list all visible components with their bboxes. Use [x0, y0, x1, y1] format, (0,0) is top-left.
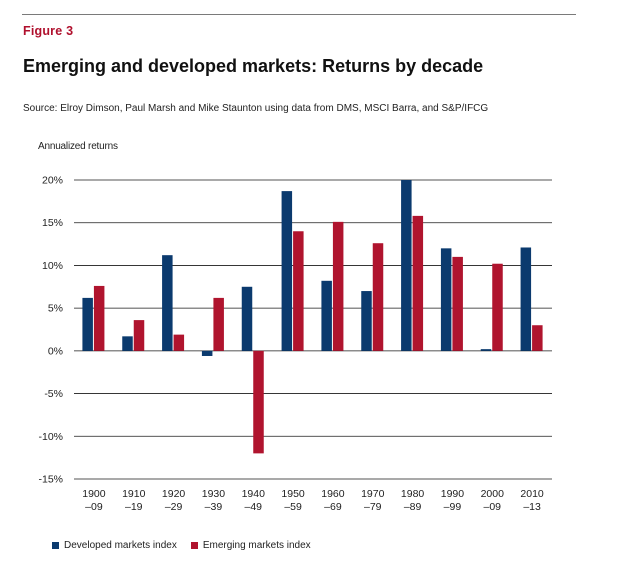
bar-developed: [361, 291, 372, 351]
x-tick-label: 1930: [202, 488, 226, 500]
x-tick-label: 2010: [520, 488, 544, 500]
bar-developed: [401, 180, 412, 351]
x-tick-label: 1990: [441, 488, 465, 500]
x-tick-label: 1970: [361, 488, 385, 500]
bar-emerging: [452, 256, 463, 351]
bar-developed: [480, 349, 492, 351]
x-tick-label: –69: [324, 501, 342, 513]
x-tick-label: 1900: [82, 488, 106, 500]
x-tick-label: 1980: [401, 488, 425, 500]
x-tick-label: –89: [404, 501, 422, 513]
legend-swatch-developed: [52, 542, 59, 549]
x-tick-label: –59: [284, 501, 302, 513]
legend-label-emerging: Emerging markets index: [202, 540, 311, 551]
bar-emerging: [93, 285, 105, 351]
bar-developed: [162, 255, 173, 351]
bar-developed: [440, 248, 452, 351]
legend: Developed markets index Emerging markets…: [52, 540, 311, 551]
bar-emerging: [332, 221, 344, 351]
source-note: Source: Elroy Dimson, Paul Marsh and Mik…: [23, 103, 489, 114]
y-tick-label: 10%: [42, 260, 63, 272]
x-tick-label: –39: [205, 501, 223, 513]
y-tick-label: 5%: [48, 303, 63, 315]
bar-developed: [321, 280, 332, 351]
top-rule: [22, 14, 576, 15]
bar-emerging: [253, 350, 264, 454]
y-tick-label: -10%: [38, 431, 63, 443]
bar-emerging: [372, 243, 384, 351]
y-tick-label: 0%: [48, 345, 63, 357]
x-tick-label: 1960: [321, 488, 345, 500]
bar-emerging: [492, 263, 503, 351]
chart-title: Emerging and developed markets: Returns …: [23, 56, 484, 76]
x-tick-label: –09: [483, 501, 501, 513]
figure-label: Figure 3: [23, 24, 74, 38]
x-tick-label: 1950: [281, 488, 305, 500]
bar-developed: [201, 350, 213, 356]
x-tick-label: –49: [244, 501, 262, 513]
bar-emerging: [213, 297, 224, 351]
legend-item-developed: Developed markets index: [52, 540, 177, 551]
x-tick-label: –19: [125, 501, 143, 513]
x-tick-label: –09: [85, 501, 103, 513]
y-tick-label: -15%: [38, 474, 63, 486]
bar-emerging: [293, 231, 304, 351]
x-tick-label: –79: [364, 501, 382, 513]
bar-emerging: [412, 215, 424, 351]
x-tick-label: –13: [523, 501, 541, 513]
x-tick-label: 1940: [242, 488, 266, 500]
x-tick-label: 2000: [481, 488, 505, 500]
x-tick-label: 1910: [122, 488, 146, 500]
bar-developed: [281, 191, 293, 351]
x-tick-label: –29: [165, 501, 183, 513]
y-tick-label: 20%: [42, 175, 63, 187]
x-tick-label: 1920: [162, 488, 186, 500]
bar-developed: [122, 336, 133, 351]
bar-emerging: [133, 320, 145, 351]
y-tick-label: -5%: [44, 388, 63, 400]
bar-emerging: [173, 334, 185, 351]
y-tick-label: 15%: [42, 217, 63, 229]
bar-developed: [241, 286, 253, 351]
legend-swatch-emerging: [190, 542, 198, 549]
bar-emerging: [532, 325, 543, 351]
x-tick-label: –99: [444, 501, 462, 513]
bar-developed: [82, 297, 93, 351]
bar-developed: [520, 247, 532, 351]
legend-label-developed: Developed markets index: [64, 540, 177, 551]
legend-item-emerging: Emerging markets index: [190, 540, 311, 551]
y-axis-label: Annualized returns: [38, 141, 118, 152]
